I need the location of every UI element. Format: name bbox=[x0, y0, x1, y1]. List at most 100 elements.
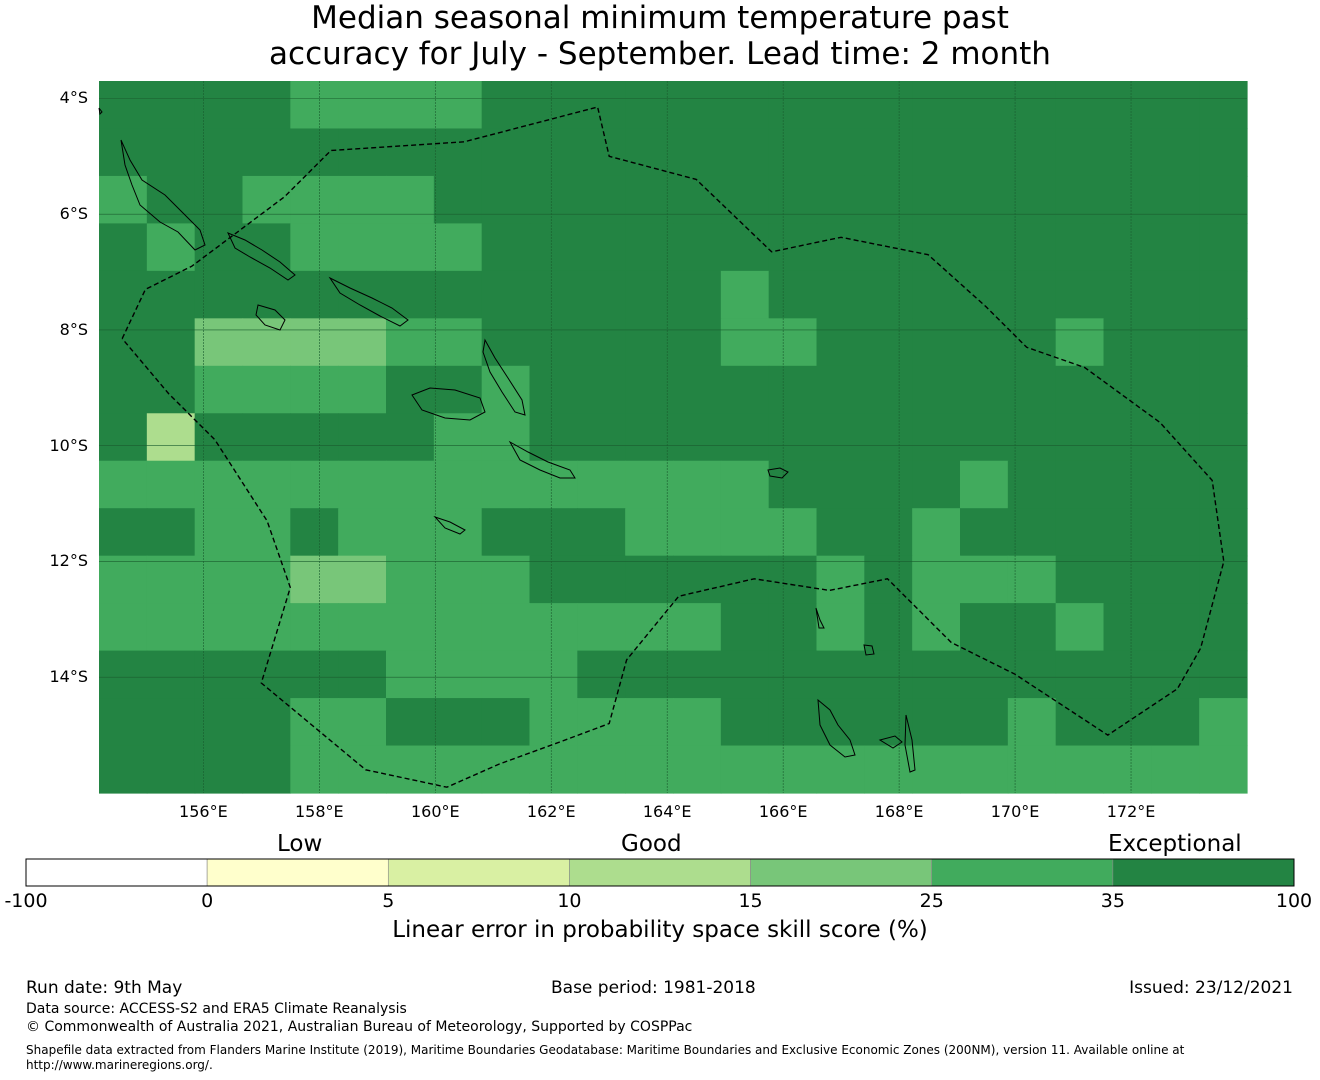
skill-cell bbox=[338, 650, 387, 699]
skill-cell bbox=[194, 508, 244, 557]
skill-cell bbox=[194, 175, 244, 224]
skill-cell bbox=[242, 175, 291, 224]
skill-cell bbox=[338, 555, 387, 604]
skill-cell bbox=[481, 270, 531, 319]
skill-cell bbox=[433, 223, 483, 272]
skill-cell bbox=[816, 650, 865, 699]
skill-cell bbox=[1007, 745, 1057, 794]
skill-cell bbox=[1151, 508, 1200, 557]
skill-cell bbox=[673, 223, 722, 272]
skill-cell bbox=[242, 318, 291, 367]
skill-cell bbox=[338, 128, 387, 177]
skill-cell bbox=[768, 365, 818, 414]
skill-cell bbox=[99, 603, 148, 652]
skill-cell bbox=[1055, 460, 1105, 509]
island-vanua-lava bbox=[863, 644, 875, 656]
skill-cell bbox=[146, 128, 196, 177]
skill-cell bbox=[242, 508, 291, 557]
skill-cell bbox=[912, 318, 961, 367]
skill-cell bbox=[816, 460, 865, 509]
skill-cell bbox=[242, 603, 291, 652]
issued-date: Issued: 23/12/2021 bbox=[1129, 978, 1293, 998]
skill-cell bbox=[673, 508, 722, 557]
island-rennell bbox=[433, 515, 466, 535]
skill-cell bbox=[625, 413, 674, 462]
skill-cell bbox=[1007, 318, 1057, 367]
skill-grid bbox=[99, 81, 1248, 794]
category-exceptional: Exceptional bbox=[1108, 831, 1242, 857]
base-period: Base period: 1981-2018 bbox=[551, 978, 756, 998]
skill-cell bbox=[146, 698, 196, 747]
skill-cell bbox=[386, 318, 435, 367]
skill-cell bbox=[864, 745, 913, 794]
skill-cell bbox=[338, 698, 387, 747]
longitude-label: 168°E bbox=[874, 802, 924, 821]
skill-cell bbox=[433, 745, 483, 794]
skill-cell bbox=[529, 318, 578, 367]
skill-cell bbox=[912, 128, 961, 177]
skill-cell bbox=[481, 413, 531, 462]
skill-cell bbox=[864, 81, 913, 130]
latitude-label: 12°S bbox=[49, 551, 88, 571]
skill-cell bbox=[529, 223, 578, 272]
skill-cell bbox=[338, 318, 387, 367]
skill-cell bbox=[1199, 270, 1248, 319]
skill-cell bbox=[1007, 270, 1057, 319]
skill-cell bbox=[386, 508, 435, 557]
skill-cell bbox=[529, 698, 578, 747]
skill-cell bbox=[338, 365, 387, 414]
skill-cell bbox=[960, 128, 1009, 177]
longitude-label: 166°E bbox=[758, 802, 808, 821]
skill-cell bbox=[194, 318, 244, 367]
skill-cell bbox=[99, 460, 148, 509]
skill-cell bbox=[1151, 603, 1200, 652]
skill-cell bbox=[1151, 555, 1200, 604]
chart-title: Median seasonal minimum temperature past… bbox=[0, 0, 1320, 72]
skill-cell bbox=[720, 270, 770, 319]
skill-cell bbox=[433, 603, 483, 652]
category-low: Low bbox=[277, 831, 323, 857]
skill-cell bbox=[1199, 745, 1248, 794]
skill-cell bbox=[912, 555, 961, 604]
skill-cell bbox=[242, 128, 291, 177]
skill-cell bbox=[577, 745, 626, 794]
skill-cell bbox=[816, 603, 865, 652]
colorbar-segment bbox=[569, 858, 751, 887]
skill-cell bbox=[960, 698, 1009, 747]
colorbar-segment bbox=[387, 858, 570, 887]
skill-cell bbox=[720, 365, 770, 414]
category-good: Good bbox=[621, 831, 682, 857]
skill-cell bbox=[242, 270, 291, 319]
colorbar bbox=[25, 858, 1295, 887]
skill-cell bbox=[290, 413, 339, 462]
skill-cell bbox=[1151, 745, 1200, 794]
skill-cell bbox=[1055, 175, 1105, 224]
eez-boundary bbox=[121, 106, 1225, 788]
skill-cell bbox=[481, 460, 531, 509]
skill-cell bbox=[625, 508, 674, 557]
skill-cell bbox=[1103, 175, 1152, 224]
skill-cell bbox=[146, 460, 196, 509]
skill-cell bbox=[816, 81, 865, 130]
skill-cell bbox=[768, 603, 818, 652]
skill-cell bbox=[242, 223, 291, 272]
skill-cell bbox=[146, 81, 196, 130]
skill-cell bbox=[338, 745, 387, 794]
skill-cell bbox=[1007, 223, 1057, 272]
skill-cell bbox=[1103, 508, 1152, 557]
skill-cell bbox=[625, 318, 674, 367]
skill-cell bbox=[1007, 175, 1057, 224]
skill-cell bbox=[242, 365, 291, 414]
skill-cell bbox=[720, 650, 770, 699]
skill-cell bbox=[960, 223, 1009, 272]
longitude-label: 164°E bbox=[642, 802, 692, 821]
skill-cell bbox=[338, 460, 387, 509]
skill-cell bbox=[290, 555, 339, 604]
skill-cell bbox=[194, 603, 244, 652]
skill-cell bbox=[816, 270, 865, 319]
skill-cell bbox=[1103, 270, 1152, 319]
skill-cell bbox=[625, 698, 674, 747]
skill-cell bbox=[386, 128, 435, 177]
skill-cell bbox=[960, 175, 1009, 224]
island-santa-isabel bbox=[328, 276, 409, 327]
